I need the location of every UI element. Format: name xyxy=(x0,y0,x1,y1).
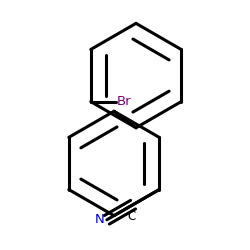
Text: C: C xyxy=(128,210,136,222)
Text: Br: Br xyxy=(117,95,132,108)
Text: N: N xyxy=(94,213,104,226)
